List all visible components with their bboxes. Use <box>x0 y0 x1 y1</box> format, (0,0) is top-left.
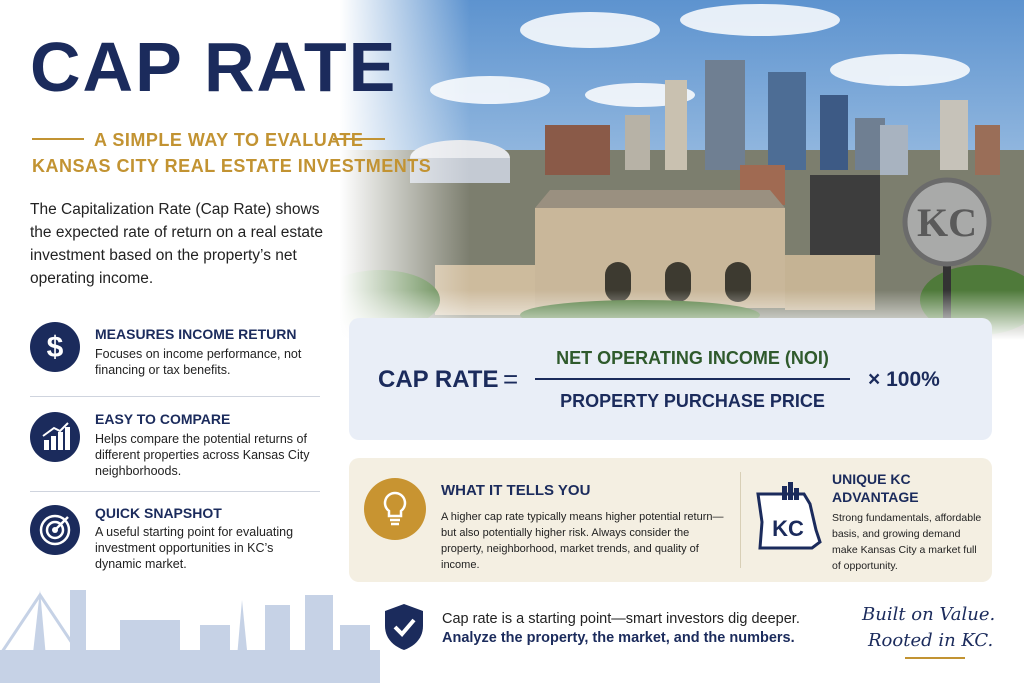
svg-text:$: $ <box>47 331 64 364</box>
feature-text: Helps compare the potential returns of d… <box>95 432 310 478</box>
formula-label: CAP RATE <box>378 366 499 393</box>
kc-sign <box>902 177 992 267</box>
formula-multiplier: × 100% <box>868 368 940 391</box>
subtitle-line: KANSAS CITY REAL ESTATE INVESTMENTS <box>32 156 432 176</box>
tagline-underline <box>905 657 965 659</box>
rule <box>333 138 385 140</box>
dollar-icon: $ <box>30 322 80 372</box>
feature-title: EASY TO COMPARE <box>95 411 231 427</box>
feature-title: QUICK SNAPSHOT <box>95 505 222 521</box>
shield-icon <box>385 604 423 650</box>
subtitle-line: A SIMPLE WAY TO EVALUATE <box>94 130 364 150</box>
tagline: Built on Value. <box>862 604 996 625</box>
insight-title: WHAT IT TELLS YOU <box>441 482 591 499</box>
sign-text: KC <box>917 200 977 245</box>
feature-text: Focuses on income performance, not finan… <box>95 347 302 377</box>
missouri-icon: KC <box>756 482 822 550</box>
city-photo: KC <box>340 0 1024 340</box>
chart-icon <box>30 412 80 462</box>
insight-text: A higher cap rate typically means higher… <box>441 511 724 571</box>
feature-title: MEASURES INCOME RETURN <box>95 326 297 342</box>
separator <box>30 491 320 492</box>
icon-text: KC <box>772 516 804 541</box>
advantage-title: UNIQUE KC ADVANTAGE <box>832 471 919 505</box>
formula-denominator: PROPERTY PURCHASE PRICE <box>560 391 825 411</box>
tagline: Rooted in KC. <box>868 630 994 651</box>
fraction-bar <box>535 378 850 380</box>
lightbulb-icon <box>364 478 426 540</box>
divider <box>740 472 741 568</box>
formula-numerator: NET OPERATING INCOME (NOI) <box>556 348 829 368</box>
footer-line: Analyze the property, the market, and th… <box>442 630 795 646</box>
target-icon <box>30 505 80 555</box>
separator <box>30 396 320 397</box>
formula-equals: = <box>503 364 519 394</box>
skyline-silhouette <box>0 590 380 683</box>
rule <box>32 138 84 140</box>
feature-text: A useful starting point for evaluating i… <box>95 525 294 571</box>
insight-box <box>349 458 992 582</box>
intro: The Capitalization Rate (Cap Rate) shows… <box>30 201 323 287</box>
footer-line: Cap rate is a starting point—smart inves… <box>442 611 800 627</box>
advantage-text: Strong fundamentals, affordable basis, a… <box>832 512 982 572</box>
title: CAP RATE <box>30 28 398 106</box>
